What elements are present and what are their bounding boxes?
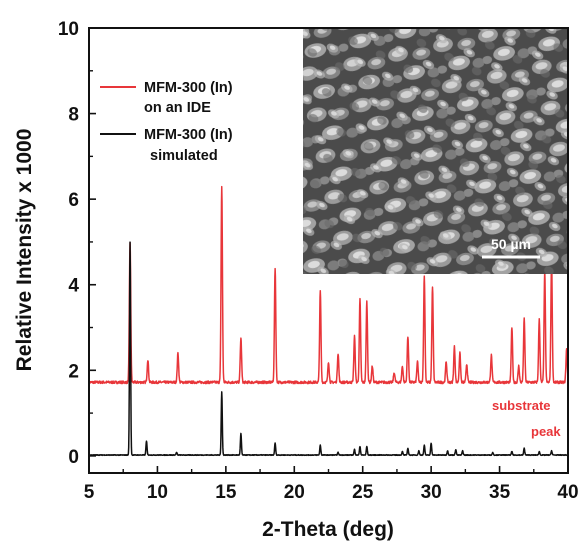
x-axis-title: 2-Theta (deg) <box>262 518 394 541</box>
scale-bar-label: 50 µm <box>491 236 531 252</box>
legend-label-simulated-line2: simulated <box>150 148 218 164</box>
y-tick-label: 0 <box>68 447 79 468</box>
series-line-simulated <box>89 241 568 457</box>
sem-image-texture <box>303 28 568 274</box>
legend-label-simulated-line1: MFM-300 (In) <box>144 127 233 143</box>
series-layer <box>89 185 568 457</box>
y-axis-title: Relative Intensity x 1000 <box>13 129 36 372</box>
plot-frame <box>88 27 569 474</box>
series-line-measured <box>89 185 568 385</box>
x-tick-label: 40 <box>557 482 578 503</box>
legend-label-measured-line2: on an IDE <box>144 100 211 116</box>
x-tick-label: 30 <box>421 482 442 503</box>
x-tick-label: 35 <box>489 482 511 503</box>
x-tick-label: 20 <box>284 482 305 503</box>
annotation-peak: peak <box>531 424 561 439</box>
sem-inset: 50 µm <box>303 28 568 274</box>
x-tick-label: 5 <box>84 482 95 503</box>
y-tick-label: 4 <box>68 276 79 297</box>
x-tick-label: 10 <box>147 482 168 503</box>
y-tick-label: 6 <box>68 190 79 211</box>
x-axis: 5 10 15 20 25 30 35 40 <box>84 466 579 503</box>
legend-label-measured-line1: MFM-300 (In) <box>144 80 233 96</box>
annotation-substrate: substrate <box>492 398 551 413</box>
y-tick-label: 10 <box>58 19 79 40</box>
legend: MFM-300 (In) on an IDE MFM-300 (In) simu… <box>100 80 233 164</box>
x-tick-label: 25 <box>352 482 374 503</box>
y-axis: 0 2 4 6 8 10 <box>58 19 96 468</box>
y-tick-label: 8 <box>68 105 79 126</box>
y-tick-label: 2 <box>68 361 79 382</box>
x-tick-label: 15 <box>215 482 237 503</box>
